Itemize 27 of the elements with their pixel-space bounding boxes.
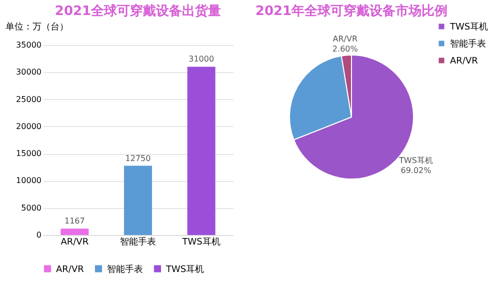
chart-title: 2021全球可穿戴设备出货量: [54, 3, 222, 19]
data-label: 12750: [125, 154, 151, 163]
legend-label: TWS耳机: [449, 22, 488, 32]
y-tick-label: 25000: [16, 94, 42, 104]
x-tick-label: TWS耳机: [181, 236, 220, 248]
y-tick-label: 35000: [16, 40, 42, 50]
data-label: 31000: [188, 54, 214, 64]
y-tick-label: 30000: [16, 68, 42, 77]
y-axis-title: 单位：万（台）: [6, 22, 68, 32]
slice-label: AR/VR: [332, 34, 358, 44]
x-tick-label: AR/VR: [60, 238, 89, 248]
data-label: 69.02%: [400, 166, 432, 175]
data-label: 1167: [64, 216, 85, 226]
legend-label: 智能手表: [107, 264, 143, 275]
y-tick-label: 15000: [16, 149, 42, 158]
y-tick-label: 0: [36, 230, 42, 240]
y-tick-label: 10000: [16, 176, 42, 186]
legend-label: AR/VR: [450, 56, 478, 66]
y-tick-label: 20000: [16, 122, 42, 131]
legend-label: 智能手表: [450, 38, 486, 50]
legend-label: AR/VR: [56, 264, 84, 275]
y-tick-label: 5000: [21, 203, 42, 212]
x-tick-label: 智能手表: [120, 236, 156, 248]
chart-title: 2021年全球可穿戴设备市场比例: [255, 3, 448, 19]
slice-label: TWS耳机: [398, 156, 433, 165]
legend-label: TWS耳机: [165, 264, 204, 275]
data-label: 2.60%: [332, 44, 358, 54]
